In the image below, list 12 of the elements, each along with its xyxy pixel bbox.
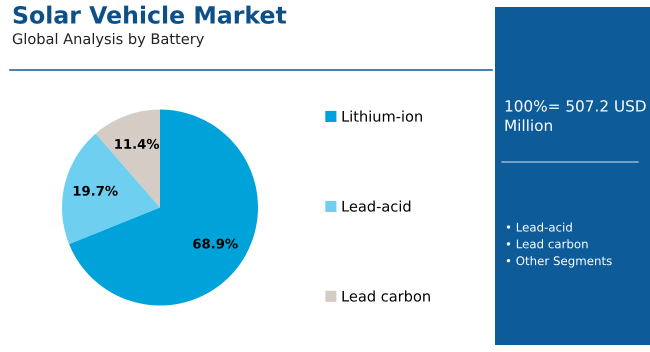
- chart-subtitle: Global Analysis by Battery: [12, 32, 204, 48]
- data-label: 19.7%: [74, 186, 118, 196]
- pie-slice: [69, 110, 258, 306]
- legend-label: Lead carbon: [342, 290, 430, 302]
- text: • Lead-acid • Lead carbon • Other Segments: [506, 222, 612, 268]
- data-label: 11.4%: [115, 138, 160, 149]
- data-label: 68.9%: [193, 238, 238, 249]
- chart-title: Solar Vehicle Market: [14, 6, 286, 24]
- legend-label: Lithium-ion: [342, 110, 422, 122]
- pie-slice: [62, 134, 160, 244]
- text: 100%= 507.2 USD Million: [506, 100, 646, 132]
- legend-label: Lead-acid: [342, 200, 410, 212]
